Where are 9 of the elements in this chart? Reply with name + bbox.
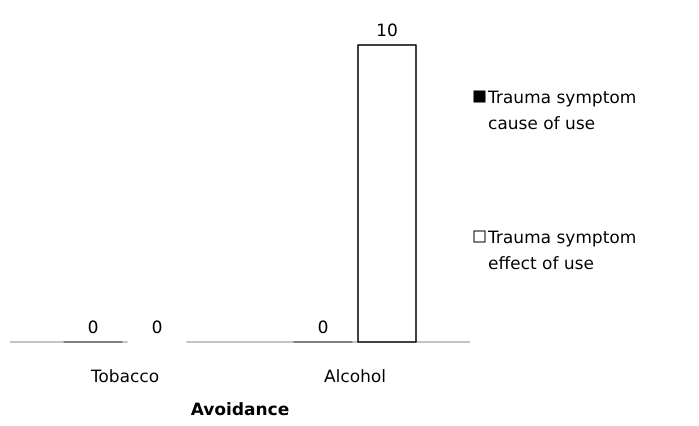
data-label: 0: [318, 318, 328, 338]
legend-label: Trauma symptom cause of use: [487, 88, 636, 134]
x-tick-label: Alcohol: [324, 367, 386, 387]
legend-label: Trauma symptom effect of use: [487, 228, 636, 274]
data-label: 10: [376, 21, 398, 41]
data-label: 0: [152, 318, 162, 338]
x-tick-label: Tobacco: [90, 367, 160, 387]
x-axis-title: Avoidance: [190, 400, 290, 420]
data-label: 0: [88, 318, 98, 338]
